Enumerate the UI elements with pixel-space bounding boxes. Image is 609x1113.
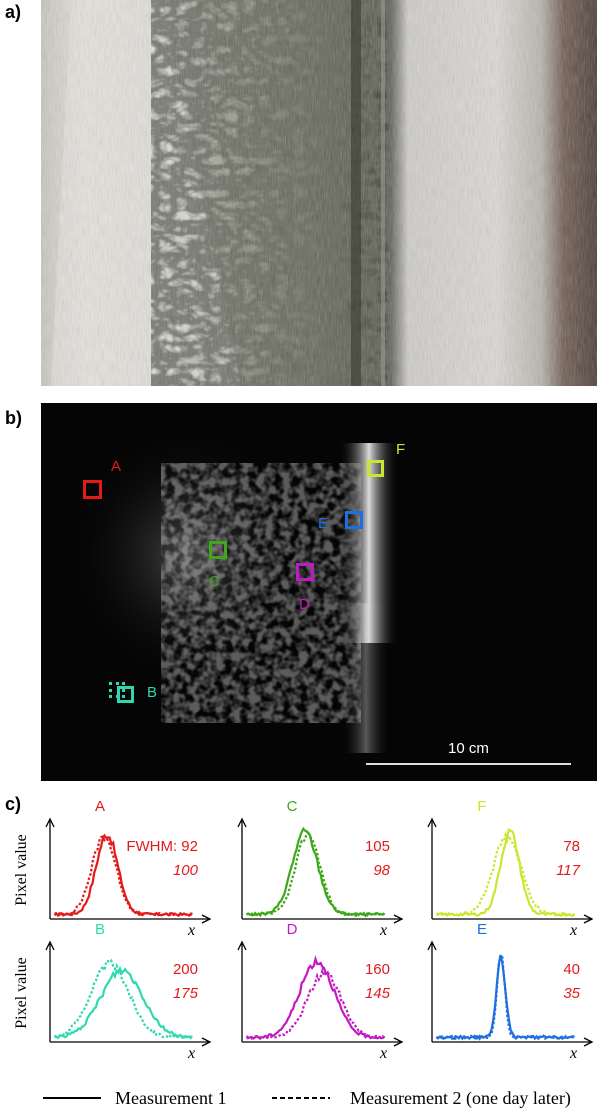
fwhm-measurement-2: 175 <box>173 985 199 1002</box>
roi-label-f: F <box>396 441 405 458</box>
series-measurement-1 <box>437 830 575 916</box>
fwhm-measurement-1: 40 <box>563 961 580 978</box>
profile-title-b: B <box>95 921 105 938</box>
roi-marker-e <box>345 511 363 529</box>
roi-marker-b <box>117 686 134 703</box>
fwhm-measurement-1: FWHM: 92 <box>126 838 198 855</box>
fwhm-measurement-2: 145 <box>365 985 391 1002</box>
roi-label-b: B <box>147 684 157 701</box>
series-measurement-2 <box>247 971 385 1039</box>
fwhm-measurement-1: 105 <box>365 838 390 855</box>
profile-title-e: E <box>477 921 487 938</box>
profile-title-f: F <box>477 798 486 815</box>
profile-plot-f: Fx 78 117 <box>428 798 592 939</box>
panel-label-b: b) <box>5 408 22 429</box>
fwhm-measurement-2: 35 <box>563 985 580 1002</box>
profile-plots: Ax Pixel value FWHM: 92 100 Cx 105 98 Fx 78 117 Bx… <box>0 786 609 1113</box>
roi-label-d: D <box>299 596 310 613</box>
roi-label-c: C <box>209 573 220 590</box>
fwhm-measurement-1: 78 <box>563 838 580 855</box>
profile-plot-b: Bx Pixel value 200 175 <box>13 921 210 1062</box>
profile-plot-e: Ex 40 35 <box>428 921 592 1062</box>
roi-label-a: A <box>111 458 121 475</box>
scattering-image-texture <box>41 403 597 781</box>
fwhm-measurement-2: 100 <box>173 862 199 879</box>
legend-measurement-1: Measurement 1 <box>115 1088 226 1108</box>
profile-title-d: D <box>287 921 298 938</box>
scale-bar <box>366 763 571 765</box>
profile-title-a: A <box>95 798 105 815</box>
profile-title-c: C <box>287 798 298 815</box>
photograph-image <box>41 0 597 386</box>
roi-marker-d <box>296 563 314 581</box>
panel-label-a: a) <box>5 2 21 23</box>
profile-plot-d: Dx 160 145 <box>238 921 402 1062</box>
roi-label-e: E <box>318 515 328 532</box>
fwhm-measurement-1: 160 <box>365 961 390 978</box>
profile-plot-c: Cx 105 98 <box>238 798 402 939</box>
series-measurement-2 <box>437 955 575 1039</box>
legend: Measurement 1 Measurement 2 (one day lat… <box>43 1088 571 1109</box>
scattering-image: A C D E F B 10 cm <box>41 403 597 781</box>
series-measurement-1 <box>247 829 385 916</box>
roi-marker-f <box>367 460 384 477</box>
y-axis-label: Pixel value <box>13 957 30 1029</box>
x-axis-label: x <box>379 922 387 939</box>
x-axis-label: x <box>569 1045 577 1062</box>
x-axis-label: x <box>569 922 577 939</box>
roi-marker-a <box>83 480 102 499</box>
fwhm-measurement-1: 200 <box>173 961 198 978</box>
x-axis-label: x <box>379 1045 387 1062</box>
fwhm-measurement-2: 98 <box>373 862 390 879</box>
plot-layer: Ax Pixel value FWHM: 92 100 Cx 105 98 Fx 78 117 Bx… <box>13 798 592 1062</box>
scale-bar-label: 10 cm <box>448 740 489 757</box>
series-measurement-1 <box>247 959 385 1038</box>
x-axis-label: x <box>187 1045 195 1062</box>
series-measurement-2 <box>247 831 385 916</box>
y-axis-label: Pixel value <box>13 834 30 906</box>
legend-measurement-2: Measurement 2 (one day later) <box>350 1088 571 1109</box>
profile-plot-a: Ax Pixel value FWHM: 92 100 <box>13 798 210 939</box>
painting-photograph <box>41 0 597 386</box>
series-measurement-1 <box>55 969 193 1038</box>
fwhm-measurement-2: 117 <box>556 862 581 879</box>
x-axis-label: x <box>187 922 195 939</box>
roi-marker-c <box>209 541 227 559</box>
